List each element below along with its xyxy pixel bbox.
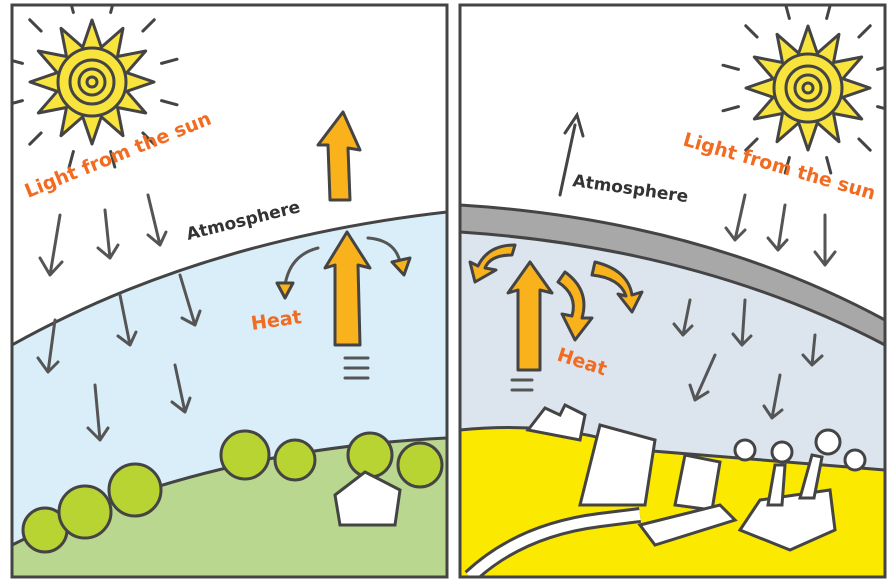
panel-right: Light from the sun Atmosphere Heat <box>460 3 890 577</box>
sun-disc <box>58 48 126 116</box>
illustration: Light from the sun Atmosphere Heat <box>0 0 890 582</box>
panel-left: Light from the sun Atmosphere Heat <box>7 0 447 577</box>
sun-disc <box>774 54 842 122</box>
